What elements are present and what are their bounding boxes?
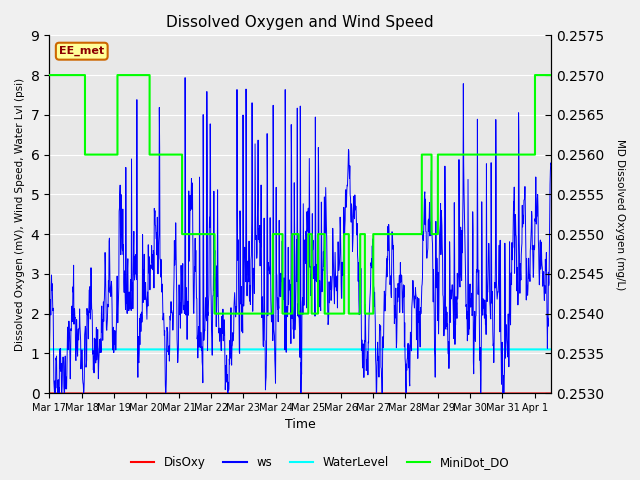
Title: Dissolved Oxygen and Wind Speed: Dissolved Oxygen and Wind Speed — [166, 15, 434, 30]
X-axis label: Time: Time — [285, 419, 316, 432]
Y-axis label: MD Dissolved Oxygen (mg/L): MD Dissolved Oxygen (mg/L) — [615, 139, 625, 290]
Text: EE_met: EE_met — [59, 46, 104, 56]
Legend: DisOxy, ws, WaterLevel, MiniDot_DO: DisOxy, ws, WaterLevel, MiniDot_DO — [126, 452, 514, 474]
Y-axis label: Dissolved Oxygen (mV), Wind Speed, Water Lvl (psi): Dissolved Oxygen (mV), Wind Speed, Water… — [15, 78, 25, 351]
